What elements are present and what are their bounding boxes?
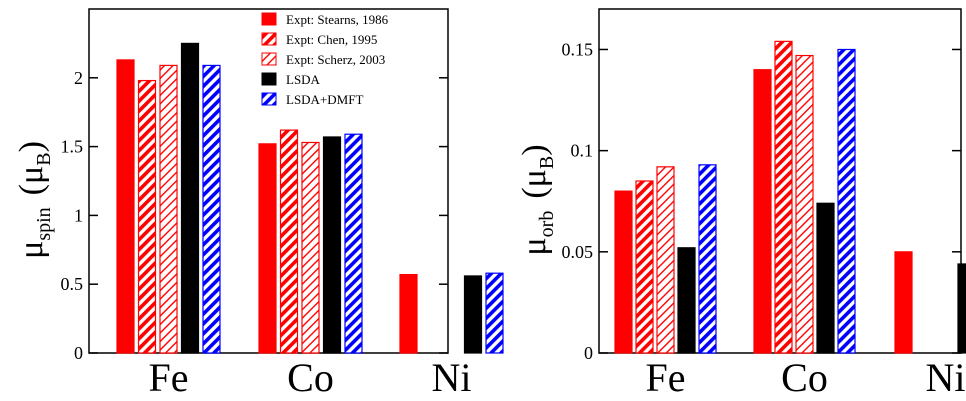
bar-fe-3 (656, 166, 675, 354)
bar-fe-1 (116, 59, 135, 354)
category-label: Fe (646, 355, 686, 396)
legend-swatch (261, 52, 277, 66)
category-label: Ni (432, 355, 472, 396)
y-tick-label: 0.5 (61, 274, 84, 294)
plot-2: 0 0.05 0.1 0.15 Fe Co Ni μorb(μB) (516, 8, 966, 400)
bar-co-3 (301, 141, 320, 354)
legend-label: Expt: Stearns, 1986 (286, 12, 389, 27)
category-label: Co (287, 355, 334, 396)
bar-fe-3 (159, 64, 178, 354)
bar-co-2 (774, 40, 793, 354)
bar-fe-2 (137, 79, 157, 354)
y-tick-label: 0 (74, 343, 83, 363)
category-label: Co (781, 355, 828, 396)
y-tick-label: 1 (74, 205, 83, 225)
bar-co-5 (837, 48, 856, 354)
bar-ni-4 (957, 263, 966, 354)
bar-co-4 (322, 136, 342, 354)
legend-swatch (261, 92, 277, 106)
y-axis-label: μorb(μB) (516, 144, 558, 255)
legend-swatch (261, 72, 277, 86)
bar-fe-2 (635, 180, 654, 354)
bar-ni-5 (485, 272, 504, 354)
y-tick-label: 0.1 (571, 141, 594, 161)
bar-fe-4 (677, 247, 696, 354)
plot-1: 0 0.5 1 1.5 2 Fe Co Ni μspin(μB) Expt: Stearns, 1… (13, 8, 504, 400)
bar-co-4 (816, 202, 835, 354)
bar-ni-1 (894, 251, 913, 354)
bar-fe-5 (698, 164, 717, 354)
bar-fe-5 (202, 64, 221, 354)
legend: Expt: Stearns, 1986 Expt: Chen, 1995 Expt:… (261, 12, 389, 107)
bar-ni-1 (399, 273, 418, 354)
legend-label: LSDA+DMFT (286, 92, 363, 107)
y-tick-label: 0.15 (562, 39, 594, 59)
legend-swatch (261, 32, 277, 46)
legend-label: Expt: Chen, 1995 (286, 32, 377, 47)
category-label: Fe (149, 355, 189, 396)
y-tick-label: 0 (584, 343, 593, 363)
bar-fe-1 (614, 190, 633, 354)
legend-swatch (261, 12, 277, 26)
bar-co-2 (279, 129, 299, 354)
bar-co-3 (795, 54, 814, 354)
y-tick-label: 1.5 (61, 137, 84, 157)
legend-label: LSDA (286, 72, 321, 87)
bar-ni-4 (463, 275, 483, 354)
bar-fe-4 (180, 42, 200, 354)
y-tick-label: 2 (74, 68, 83, 88)
legend-label: Expt: Scherz, 2003 (286, 52, 385, 67)
bar-co-1 (753, 69, 772, 354)
category-label: Ni (926, 355, 966, 396)
y-axis-label: μspin(μB) (13, 141, 55, 259)
y-tick-label: 0.05 (562, 242, 594, 262)
bar-co-5 (344, 133, 363, 354)
bar-co-1 (258, 143, 277, 354)
